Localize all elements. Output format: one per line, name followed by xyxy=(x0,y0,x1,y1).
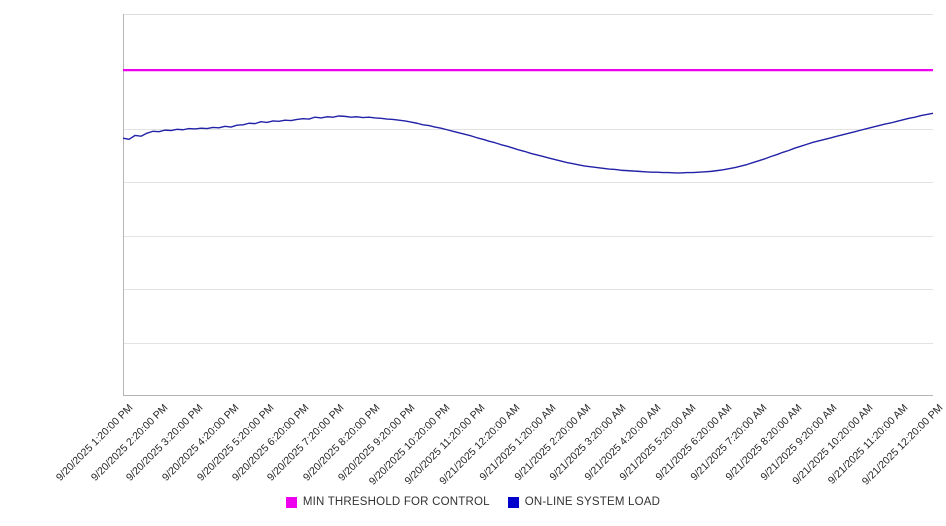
plot-area xyxy=(123,14,933,396)
plot-canvas xyxy=(123,14,933,396)
axis-lines-group xyxy=(123,14,933,396)
chart-legend: MIN THRESHOLD FOR CONTROL ON-LINE SYSTEM… xyxy=(0,496,946,508)
on-line-system-load-line xyxy=(123,112,933,174)
legend-item-system-load[interactable]: ON-LINE SYSTEM LOAD xyxy=(507,496,661,508)
legend-item-min-threshold[interactable]: MIN THRESHOLD FOR CONTROL xyxy=(285,496,490,508)
legend-label-min-threshold: MIN THRESHOLD FOR CONTROL xyxy=(302,496,490,508)
gridlines-group xyxy=(123,14,933,344)
x-axis-labels: 9/20/2025 1:20:00 PM 9/20/2025 2:20:00 PM… xyxy=(0,400,946,490)
legend-swatch-magenta-icon xyxy=(285,496,297,508)
legend-label-system-load: ON-LINE SYSTEM LOAD xyxy=(524,496,661,508)
legend-swatch-blue-icon xyxy=(507,496,519,508)
